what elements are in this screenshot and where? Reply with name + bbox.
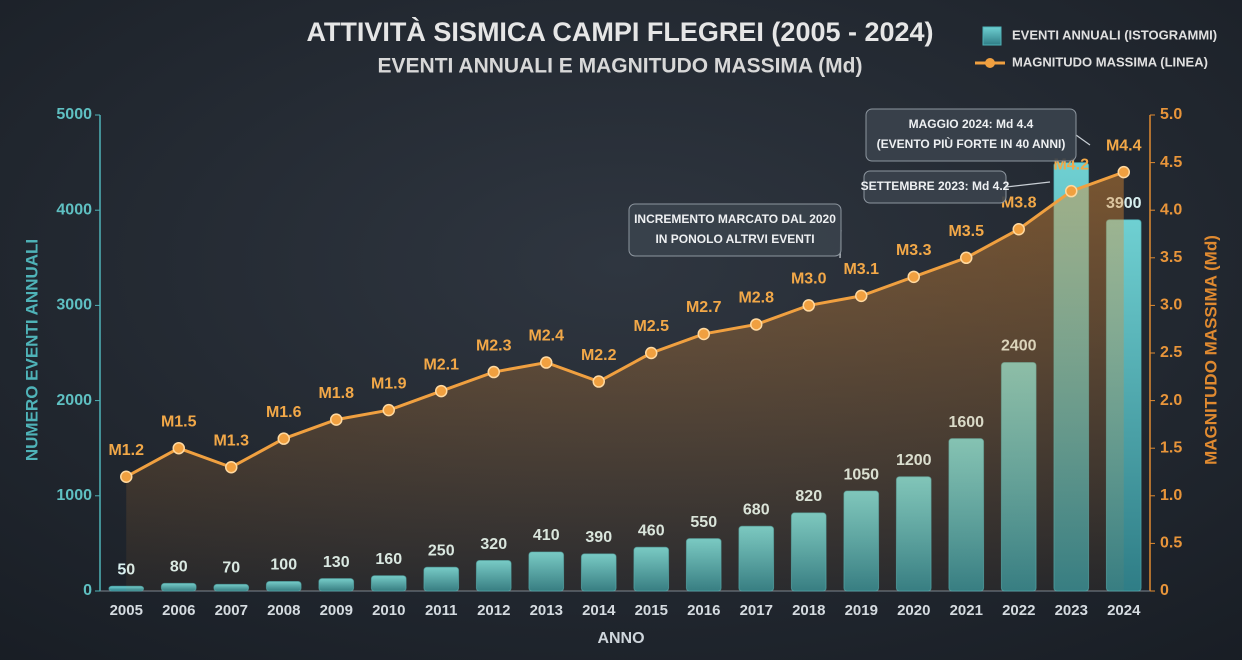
line-value-label: M4.4 [1106, 137, 1142, 154]
x-tick-label: 2020 [897, 602, 930, 619]
line-point [435, 384, 448, 398]
line-point [382, 403, 395, 417]
y2-tick-label: 4.5 [1160, 154, 1182, 171]
annotation-box [863, 170, 1007, 204]
x-tick-label: 2016 [687, 602, 720, 619]
y-axis-label: NUMERO EVENTI ANNUALI [22, 239, 41, 461]
line-point [802, 299, 815, 312]
line-value-label: M1.6 [266, 404, 302, 421]
x-axis-label: ANNO [597, 630, 644, 647]
line-area [126, 172, 1124, 591]
line-value-label: M2.7 [686, 299, 722, 316]
annotation-text: IN PONOLO ALTRVI EVENTI [655, 232, 814, 246]
annotation-text: INCREMENTO MARCATO DAL 2020 [634, 212, 836, 226]
line-value-label: M3.3 [896, 242, 932, 259]
line-value-label: M2.3 [476, 337, 512, 354]
chart-title: ATTIVITÀ SISMICA CAMPI FLEGREI (2005 - 2… [306, 16, 933, 47]
x-tick-label: 2021 [950, 602, 983, 619]
x-tick-label: 2023 [1055, 602, 1088, 619]
y-tick-label: 1000 [56, 487, 92, 504]
y2-tick-label: 2.5 [1160, 344, 1182, 361]
annotation-text: (EVENTO PIÙ FORTE IN 40 ANNI) [877, 136, 1066, 151]
x-tick-label: 2018 [792, 602, 825, 619]
chart-subtitle: EVENTI ANNUALI E MAGNITUDO MASSIMA (Md) [378, 55, 863, 78]
legend-swatch [985, 58, 995, 68]
legend-label: MAGNITUDO MASSIMA (LINEA) [1012, 54, 1208, 69]
x-tick-label: 2005 [110, 602, 143, 619]
line-point [330, 413, 343, 426]
x-tick-label: 2009 [320, 602, 353, 619]
y2-tick-label: 5.0 [1160, 106, 1182, 123]
annotation-pointer [1075, 134, 1091, 146]
line-point [225, 460, 238, 474]
y2-tick-label: 2.0 [1160, 392, 1182, 409]
annotation-pointer [1005, 181, 1051, 188]
x-tick-label: 2007 [215, 602, 248, 619]
annotation-text: MAGGIO 2024: Md 4.4 [909, 117, 1034, 131]
x-tick-label: 2017 [740, 602, 773, 619]
line-point [907, 270, 920, 284]
line-point [540, 356, 553, 369]
x-tick-label: 2019 [845, 602, 878, 619]
line-point [1012, 222, 1025, 236]
x-tick-label: 2015 [635, 602, 668, 619]
line-value-label: M3.1 [843, 261, 879, 278]
line-point [1117, 165, 1130, 179]
line-point [750, 318, 763, 331]
x-tick-label: 2011 [425, 602, 458, 619]
y2-axis-label: MAGNITUDO MASSIMA (Md) [1201, 235, 1220, 465]
legend-swatch [982, 26, 1002, 46]
line-point [960, 251, 973, 265]
line-value-label: M2.5 [633, 318, 669, 335]
x-tick-label: 2013 [530, 602, 563, 619]
line-point [277, 432, 290, 445]
x-tick-label: 2008 [267, 602, 300, 619]
y2-tick-label: 1.0 [1160, 487, 1182, 504]
y-tick-label: 3000 [56, 297, 92, 314]
line-point [645, 346, 658, 360]
line-value-label: M1.5 [161, 413, 197, 430]
annotation-text: SETTEMBRE 2023: Md 4.2 [861, 179, 1010, 193]
line [125, 170, 1125, 479]
line-value-label: M1.9 [371, 375, 407, 392]
x-tick-label: 2024 [1107, 602, 1141, 619]
y2-tick-label: 3.5 [1160, 249, 1182, 266]
x-tick-label: 2014 [582, 602, 616, 619]
line-value-label: M3.8 [1001, 194, 1037, 211]
x-tick-label: 2010 [372, 602, 405, 619]
line-point [855, 289, 868, 303]
line-value-label: M2.1 [423, 356, 459, 373]
y-tick-label: 0 [83, 582, 92, 599]
y2-tick-label: 4.0 [1160, 201, 1182, 218]
line-value-label: M1.2 [108, 442, 144, 459]
y2-tick-label: 1.5 [1160, 439, 1182, 456]
annotation-box [865, 108, 1077, 162]
line-point [1065, 184, 1078, 198]
line-point [172, 441, 185, 455]
annotation-box [628, 203, 842, 257]
line-value-label: M3.0 [791, 271, 827, 288]
y2-tick-label: 0.5 [1160, 535, 1182, 552]
x-tick-label: 2012 [477, 602, 510, 619]
line-value-label: M2.8 [738, 290, 774, 307]
y-tick-label: 2000 [56, 392, 92, 409]
line-value-label: M1.8 [318, 385, 354, 402]
line-value-label: M2.4 [528, 328, 564, 345]
y2-tick-label: 0 [1160, 582, 1169, 599]
y-tick-label: 4000 [56, 201, 92, 218]
line-point [592, 375, 605, 388]
line-point [697, 327, 710, 341]
x-tick-label: 2022 [1002, 602, 1035, 619]
line-value-label: M3.5 [948, 223, 984, 240]
line-point [120, 470, 133, 484]
y-tick-label: 5000 [56, 106, 92, 123]
line-value-label: M1.3 [213, 432, 249, 449]
y2-tick-label: 3.0 [1160, 297, 1182, 314]
legend-label: EVENTI ANNUALI (ISTOGRAMMI) [1012, 27, 1217, 42]
line-value-label: M2.2 [581, 347, 617, 364]
line-point [487, 365, 500, 379]
x-tick-label: 2006 [162, 602, 195, 619]
